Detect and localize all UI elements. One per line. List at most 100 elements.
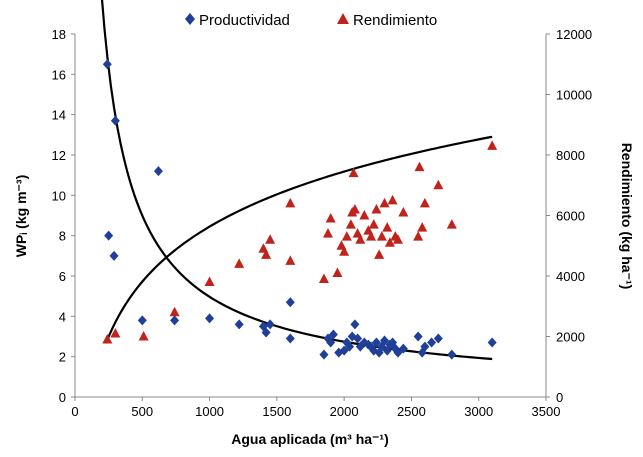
trendline-productividad <box>100 0 493 361</box>
y-right-ticks: 0 2000 4000 6000 8000 10000 12000 <box>546 27 592 405</box>
x-tick-label: 1000 <box>195 404 224 419</box>
y-left-tick-label: 2 <box>59 350 66 365</box>
point-productividad <box>353 333 363 344</box>
point-productividad <box>109 250 119 261</box>
y-left-tick-label: 16 <box>52 67 66 82</box>
point-productividad <box>326 337 336 348</box>
legend-marker-rendimiento <box>337 13 349 24</box>
point-productividad <box>137 315 147 326</box>
point-rendimiento <box>349 203 360 214</box>
y-left-tick-label: 6 <box>59 269 66 284</box>
point-productividad <box>420 341 430 352</box>
point-productividad <box>102 59 112 70</box>
point-rendimiento <box>234 258 245 268</box>
point-rendimiento <box>382 222 393 232</box>
y-left-tick-label: 14 <box>52 108 66 123</box>
x-tick-label: 0 <box>71 404 78 419</box>
point-rendimiento <box>355 234 366 244</box>
point-productividad <box>104 230 114 241</box>
y-right-tick-label: 8000 <box>556 148 585 163</box>
point-rendimiento <box>384 237 395 247</box>
x-tick-label: 3500 <box>532 404 561 419</box>
y-right-axis-title: Rendimiento (kg ha⁻¹) <box>619 143 635 290</box>
point-rendimiento <box>368 219 379 229</box>
x-tick-label: 2500 <box>397 404 426 419</box>
y-left-tick-label: 8 <box>59 229 66 244</box>
point-productividad <box>380 335 390 346</box>
point-productividad <box>328 329 338 340</box>
point-productividad <box>234 319 244 330</box>
y-right-tick-label: 12000 <box>556 27 592 42</box>
point-rendimiento <box>332 267 343 277</box>
point-rendimiento <box>285 197 296 208</box>
point-rendimiento <box>325 213 336 223</box>
x-axis-title: Agua aplicada (m³ ha⁻¹) <box>231 431 389 447</box>
point-rendimiento <box>414 161 425 172</box>
point-rendimiento <box>417 222 428 232</box>
x-tick-label: 2000 <box>330 404 359 419</box>
point-rendimiento <box>371 203 382 214</box>
point-rendimiento <box>366 231 377 241</box>
point-rendimiento <box>339 246 350 256</box>
point-rendimiento <box>419 197 430 208</box>
point-rendimiento <box>446 219 457 229</box>
y-left-ticks: 0 2 4 6 8 10 12 14 16 18 <box>52 27 75 405</box>
point-rendimiento <box>169 306 180 317</box>
y-right-tick-label: 6000 <box>556 209 585 224</box>
point-rendimiento <box>413 231 424 241</box>
point-rendimiento <box>387 194 398 205</box>
point-productividad <box>413 331 423 342</box>
point-productividad <box>319 349 329 360</box>
y-left-axis-title: WPᵢ (kg m⁻³) <box>13 175 29 257</box>
point-rendimiento <box>204 276 215 287</box>
y-left-tick-label: 10 <box>52 188 66 203</box>
point-rendimiento <box>433 179 444 190</box>
point-productividad <box>153 166 163 177</box>
point-rendimiento <box>341 231 352 241</box>
point-rendimiento <box>398 206 409 217</box>
point-productividad <box>205 313 215 324</box>
point-productividad <box>339 345 349 356</box>
point-rendimiento <box>374 249 385 259</box>
legend-marker-productividad <box>185 13 195 25</box>
point-rendimiento <box>265 234 276 244</box>
point-productividad <box>170 315 180 326</box>
point-productividad <box>285 297 295 308</box>
y-left-tick-label: 4 <box>59 309 66 324</box>
y-right-tick-label: 2000 <box>556 330 585 345</box>
y-right-tick-label: 10000 <box>556 88 592 103</box>
x-tick-label: 1500 <box>262 404 291 419</box>
point-rendimiento <box>487 140 498 150</box>
point-productividad <box>447 349 457 360</box>
point-rendimiento <box>392 234 403 244</box>
point-productividad <box>261 327 271 338</box>
legend-label-productividad: Productividad <box>199 12 290 29</box>
point-productividad <box>265 319 275 330</box>
point-rendimiento <box>345 219 356 229</box>
x-tick-label: 3000 <box>464 404 493 419</box>
point-rendimiento <box>318 273 329 284</box>
trendline-rendimiento <box>104 135 493 344</box>
point-rendimiento <box>285 255 296 265</box>
point-rendimiento <box>261 249 272 259</box>
point-productividad <box>433 333 443 344</box>
point-rendimiento <box>138 331 149 341</box>
legend-label-rendimiento: Rendimiento <box>353 12 437 29</box>
point-productividad <box>345 341 355 352</box>
point-productividad <box>427 337 437 348</box>
x-ticks: 0 500 1000 1500 2000 2500 3000 3500 <box>71 397 560 419</box>
point-productividad <box>110 115 120 126</box>
point-rendimiento <box>376 231 387 241</box>
y-right-tick-label: 0 <box>556 390 563 405</box>
point-rendimiento <box>359 210 370 220</box>
point-productividad <box>285 333 295 344</box>
y-left-tick-label: 18 <box>52 27 66 42</box>
y-left-tick-label: 12 <box>52 148 66 163</box>
point-productividad <box>371 337 381 348</box>
point-rendimiento <box>322 228 333 238</box>
x-tick-label: 500 <box>131 404 153 419</box>
trendlines <box>100 0 493 361</box>
legend: Productividad Rendimiento <box>185 12 437 29</box>
point-rendimiento <box>348 167 359 178</box>
